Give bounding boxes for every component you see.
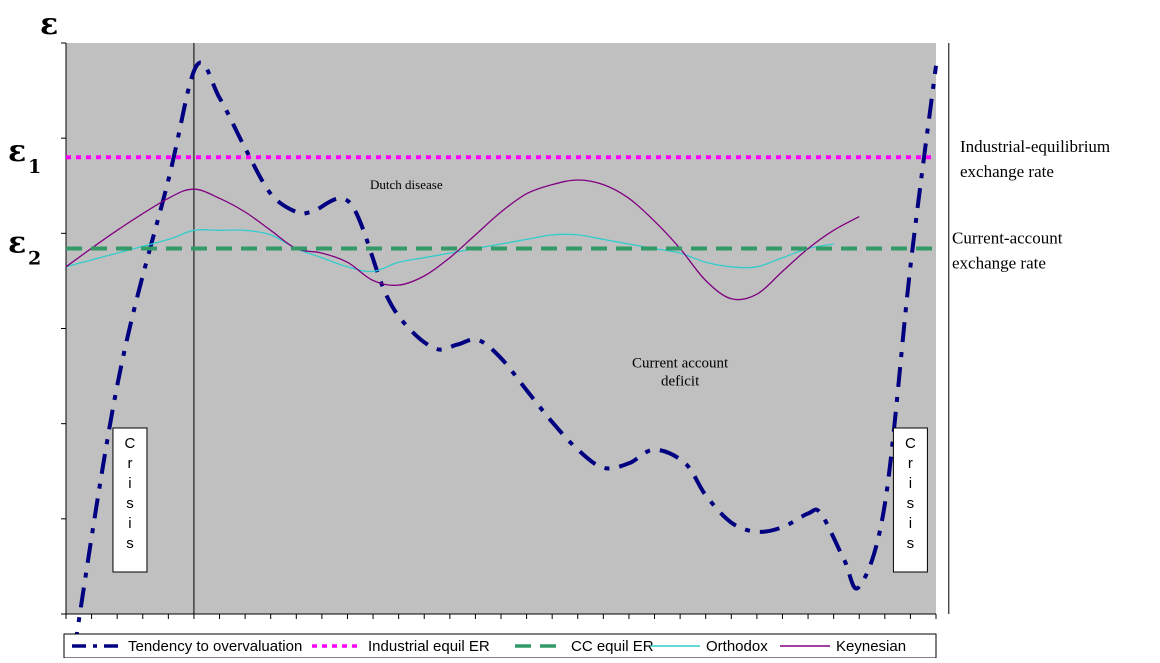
crisis-letter: C — [905, 435, 916, 452]
crisis-box-2 — [892, 427, 928, 573]
crisis-letter: i — [128, 515, 131, 532]
crisis-letter: i — [909, 515, 912, 532]
series-line-3 — [65, 179, 860, 301]
annotation-3: deficit — [661, 374, 700, 390]
crisis-letter: s — [126, 495, 134, 512]
annotation-1: Dutch disease — [370, 177, 443, 192]
reference-label-1-1: Industrial-equilibrium — [960, 137, 1110, 156]
legend-label-3: CC equil ER — [571, 638, 654, 655]
crisis-box-1 — [112, 427, 148, 573]
crisis-letter: r — [127, 455, 132, 472]
legend-label-2: Industrial equil ER — [368, 638, 490, 655]
crisis-letter: s — [907, 495, 915, 512]
crisis-letter: s — [126, 535, 134, 552]
y-marker-subscript: 1 — [28, 156, 41, 178]
y-axis-label: ε — [40, 7, 58, 42]
plot-area — [66, 43, 936, 614]
crisis-letter: r — [908, 455, 913, 472]
legend-layer: Tendency to overvaluation Industrial equi… — [63, 633, 937, 659]
crisis-letter: s — [907, 535, 915, 552]
crisis-letter: C — [125, 435, 136, 452]
annotation-2: Current account — [632, 355, 729, 371]
series-line-1 — [70, 60, 938, 663]
legend-label-5: Keynesian — [836, 638, 906, 655]
reference-label-2-1: Current-account — [952, 229, 1063, 248]
legend-label-4: Orthodox — [706, 638, 768, 655]
y-marker-symbol: ε — [8, 226, 26, 261]
reference-label-1-2: exchange rate — [960, 162, 1054, 181]
lines-layer — [61, 42, 950, 663]
reference-label-2-2: exchange rate — [952, 254, 1046, 273]
crisis-letter: i — [128, 475, 131, 492]
crisis-letter: i — [909, 475, 912, 492]
legend-label-1: Tendency to overvaluation — [128, 638, 302, 655]
y-marker-symbol: ε — [8, 134, 26, 169]
y-marker-subscript: 2 — [28, 248, 41, 270]
